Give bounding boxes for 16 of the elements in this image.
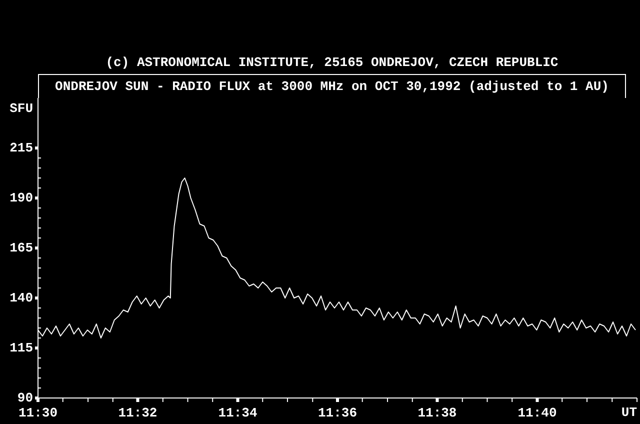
- y-tick-label: 115: [10, 340, 34, 356]
- chart-title: ONDREJOV SUN - RADIO FLUX at 3000 MHz on OCT 30,1992 (adjusted to 1 AU): [39, 75, 625, 98]
- y-tick-label: 190: [10, 190, 34, 206]
- x-tick-label: 11:30: [18, 405, 58, 420]
- x-axis-title: UT: [621, 405, 637, 421]
- x-tick-label: 11:32: [118, 405, 158, 420]
- x-tick-label: 11:34: [218, 405, 258, 420]
- y-tick-label: 215: [10, 140, 34, 156]
- text: (c) ASTRONOMICAL INSTITUTE, 25165 ONDREJOV, CZECH REPUBLIC: [104, 55, 560, 71]
- x-tick-label: 11:40: [518, 405, 557, 420]
- y-tick-label: 140: [10, 290, 34, 306]
- x-tick-label: 11:38: [418, 405, 457, 420]
- y-tick-label: 90: [17, 390, 34, 406]
- x-tick-label: 11:36: [318, 405, 358, 420]
- y-axis-title: SFU: [8, 101, 33, 117]
- y-tick-label: 165: [10, 240, 34, 256]
